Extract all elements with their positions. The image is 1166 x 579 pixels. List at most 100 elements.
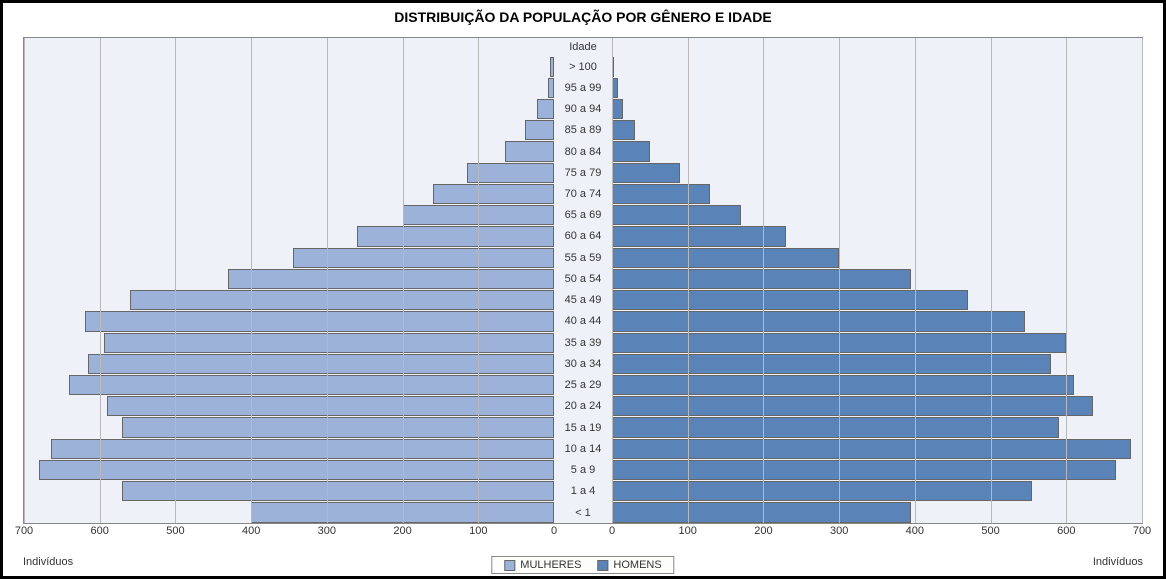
bar-row: [612, 290, 1142, 311]
bar-row: [612, 56, 1142, 77]
gridline: [1142, 38, 1143, 523]
bar: [612, 141, 650, 161]
bar-row: [24, 205, 554, 226]
bar: [612, 99, 623, 119]
bar: [612, 248, 839, 268]
bar: [612, 481, 1032, 501]
plot-area: 7006005004003002001000 Idade > 10095 a 9…: [23, 37, 1143, 524]
bar: [228, 269, 554, 289]
bar: [357, 226, 554, 246]
x-tick-label: 400: [242, 525, 260, 537]
bar: [505, 141, 554, 161]
bar-row: [612, 205, 1142, 226]
bar: [612, 375, 1074, 395]
age-label: 65 a 69: [554, 205, 612, 226]
gridline: [612, 38, 613, 523]
x-tick-label: 200: [393, 525, 411, 537]
age-label: 35 a 39: [554, 332, 612, 353]
bar: [130, 290, 554, 310]
bar: [612, 205, 741, 225]
legend-swatch-homens: [597, 560, 608, 571]
bar-row: [24, 375, 554, 396]
bar-row: [24, 268, 554, 289]
legend-item-mulheres: MULHERES: [504, 559, 581, 571]
bar-row: [612, 332, 1142, 353]
bar-row: [612, 311, 1142, 332]
bar: [612, 354, 1051, 374]
bar-row: [24, 183, 554, 204]
age-label: > 100: [554, 56, 612, 77]
bar: [467, 163, 554, 183]
x-tick-label: 300: [830, 525, 848, 537]
bar-row: [24, 120, 554, 141]
bar-row: [612, 77, 1142, 98]
bar-row: [612, 396, 1142, 417]
bar-row: [24, 332, 554, 353]
bar-row: [24, 226, 554, 247]
bar-row: [24, 311, 554, 332]
gridline: [251, 38, 252, 523]
age-label: 85 a 89: [554, 120, 612, 141]
bar-row: [24, 502, 554, 523]
bar: [433, 184, 554, 204]
gridline: [478, 38, 479, 523]
age-label: 95 a 99: [554, 77, 612, 98]
x-tick-label: 0: [609, 525, 615, 537]
bar: [612, 226, 786, 246]
bar: [39, 460, 554, 480]
x-tick-label: 200: [754, 525, 772, 537]
bar-row: [24, 353, 554, 374]
bar: [612, 439, 1131, 459]
bar-row: [612, 502, 1142, 523]
x-tick-label: 700: [15, 525, 33, 537]
bar: [122, 481, 554, 501]
bar-row: [24, 417, 554, 438]
bar-row: [612, 247, 1142, 268]
age-label: 30 a 34: [554, 353, 612, 374]
bar-row: [24, 438, 554, 459]
bar: [122, 417, 554, 437]
bar-row: [612, 353, 1142, 374]
bar: [612, 502, 911, 522]
x-tick-label: 300: [318, 525, 336, 537]
legend: MULHERES HOMENS: [491, 556, 674, 574]
age-label: 25 a 29: [554, 375, 612, 396]
bar: [88, 354, 554, 374]
age-label: 80 a 84: [554, 141, 612, 162]
bar: [612, 311, 1025, 331]
gridline: [688, 38, 689, 523]
bar-row: [612, 162, 1142, 183]
gridline: [763, 38, 764, 523]
chart-title: DISTRIBUIÇÃO DA POPULAÇÃO POR GÊNERO E I…: [3, 9, 1163, 25]
bar: [69, 375, 554, 395]
bar: [612, 163, 680, 183]
bar: [612, 184, 710, 204]
bar: [107, 396, 554, 416]
age-label: 10 a 14: [554, 438, 612, 459]
x-tick-label: 100: [679, 525, 697, 537]
right-panel: 0100200300400500600700: [612, 38, 1142, 523]
age-label: 90 a 94: [554, 98, 612, 119]
bar-row: [24, 396, 554, 417]
bar: [85, 311, 554, 331]
gridline: [24, 38, 25, 523]
bar: [612, 269, 911, 289]
legend-label-homens: HOMENS: [613, 559, 661, 571]
age-label: 75 a 79: [554, 162, 612, 183]
x-tick-label: 400: [906, 525, 924, 537]
x-tick-label: 600: [91, 525, 109, 537]
legend-label-mulheres: MULHERES: [520, 559, 581, 571]
bar-row: [612, 417, 1142, 438]
center-axis-title: Idade: [554, 38, 612, 56]
gridline: [991, 38, 992, 523]
bar-row: [24, 141, 554, 162]
center-axis: Idade > 10095 a 9990 a 9485 a 8980 a 847…: [554, 38, 612, 523]
age-label: 45 a 49: [554, 290, 612, 311]
age-labels: > 10095 a 9990 a 9485 a 8980 a 8475 a 79…: [554, 56, 612, 523]
age-label: 40 a 44: [554, 311, 612, 332]
age-label: 20 a 24: [554, 396, 612, 417]
age-label: < 1: [554, 502, 612, 523]
gridline: [1066, 38, 1067, 523]
x-tick-label: 100: [469, 525, 487, 537]
left-xticks: 7006005004003002001000: [24, 523, 554, 539]
